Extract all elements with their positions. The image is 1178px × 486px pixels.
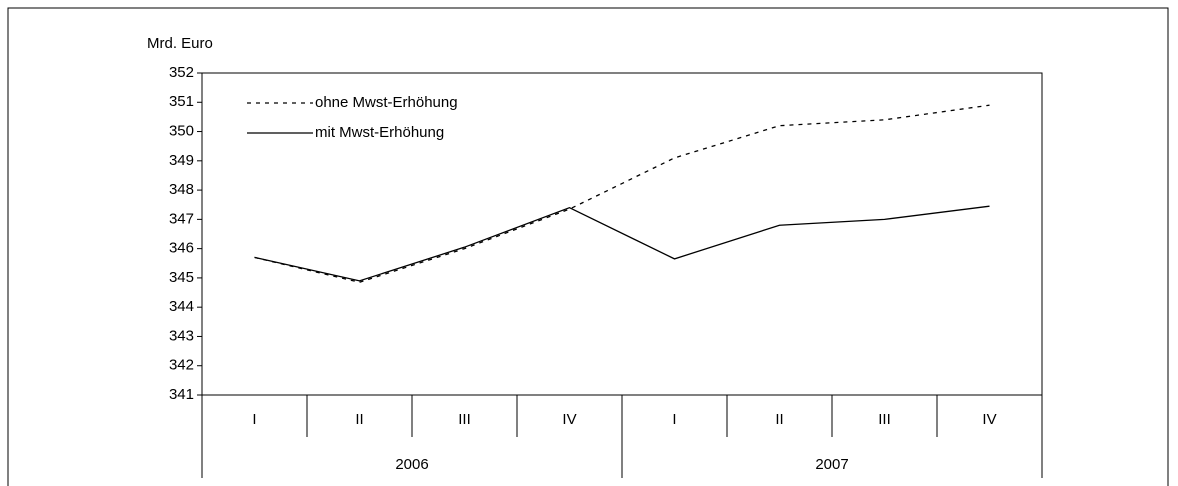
y-tick-label: 350 — [169, 123, 194, 140]
series-line — [254, 104, 990, 283]
series-line — [254, 205, 990, 282]
x-tick-label: III — [878, 411, 891, 428]
y-tick-label: 344 — [169, 298, 194, 315]
x-tick-label: IV — [562, 411, 576, 428]
y-tick-label: 351 — [169, 93, 194, 110]
y-tick-label: 343 — [169, 327, 194, 344]
x-tick-label: III — [458, 411, 471, 428]
x-tick-label: I — [672, 411, 676, 428]
x-tick-label: II — [355, 411, 363, 428]
plot-area — [201, 72, 1043, 396]
y-tick-label: 345 — [169, 269, 194, 286]
y-tick-label: 347 — [169, 210, 194, 227]
x-tick-label: IV — [982, 411, 996, 428]
y-tick-label: 342 — [169, 357, 194, 374]
group-label: 2007 — [815, 456, 848, 473]
legend-label: mit Mwst-Erhöhung — [315, 124, 444, 141]
frame — [7, 7, 1169, 486]
x-tick-label: I — [252, 411, 256, 428]
y-tick-label: 341 — [169, 386, 194, 403]
y-tick-label: 348 — [169, 181, 194, 198]
y-tick-label: 352 — [169, 64, 194, 81]
x-tick-label: II — [775, 411, 783, 428]
group-label: 2006 — [395, 456, 428, 473]
legend-label: ohne Mwst-Erhöhung — [315, 94, 458, 111]
y-tick-label: 349 — [169, 152, 194, 169]
y-axis-label: Mrd. Euro — [147, 35, 213, 52]
y-tick-label: 346 — [169, 240, 194, 257]
